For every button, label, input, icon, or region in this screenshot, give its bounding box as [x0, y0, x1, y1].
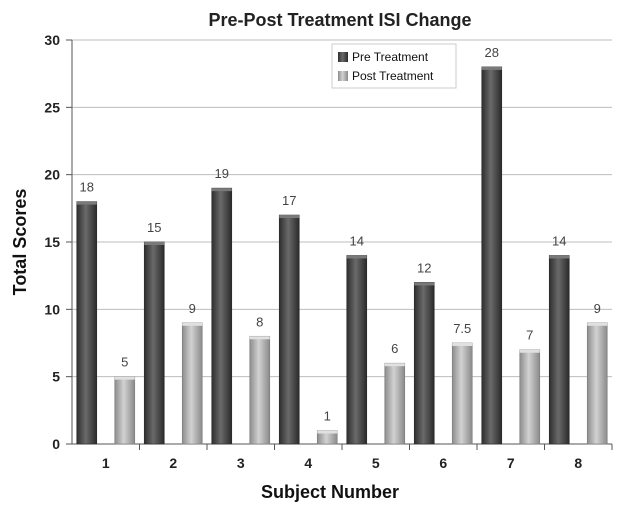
bar-cap	[144, 242, 165, 245]
bar-cap	[587, 322, 608, 326]
bar-post-treatment	[451, 342, 473, 445]
y-axis-ticks: 0 5 10 15 20 25 30	[44, 32, 60, 452]
data-label: 9	[594, 301, 601, 316]
bar-pre-treatment	[481, 66, 503, 445]
x-tick-label: 2	[169, 455, 177, 471]
bar-pre-treatment	[278, 214, 300, 445]
data-label: 19	[215, 166, 229, 181]
bars	[76, 66, 608, 445]
y-tick-label: 5	[52, 369, 60, 385]
data-label: 14	[552, 233, 566, 248]
bar-post-treatment	[249, 335, 271, 445]
bar-pre-treatment	[413, 282, 435, 445]
y-tick-label: 30	[44, 32, 60, 48]
x-axis-ticks: 1 2 3 4 5 6 7 8	[102, 444, 613, 471]
bar-pre-treatment	[548, 255, 570, 445]
data-label: 18	[80, 180, 94, 195]
chart-title: Pre-Post Treatment ISI Change	[208, 10, 471, 30]
y-tick-label: 0	[52, 436, 60, 452]
bar-cap	[211, 188, 232, 192]
data-label: 6	[391, 341, 398, 356]
bar-cap	[249, 336, 270, 340]
bar-cap	[414, 282, 435, 286]
bar-pre-treatment	[76, 201, 98, 445]
x-tick-label: 5	[372, 455, 380, 471]
data-label: 7	[526, 328, 533, 343]
bar-cap	[452, 343, 473, 346]
bar-post-treatment	[586, 322, 608, 445]
legend-swatch-post	[338, 71, 348, 81]
bar-cap	[481, 66, 502, 70]
bar-cap	[182, 322, 203, 326]
bar-pre-treatment	[211, 187, 233, 445]
bar-post-treatment	[519, 349, 541, 445]
bar-post-treatment	[181, 322, 203, 445]
bar-post-treatment	[384, 362, 406, 445]
y-tick-label: 10	[44, 301, 60, 317]
data-label: 28	[485, 45, 499, 60]
data-label: 8	[256, 314, 263, 329]
bar-cap	[346, 255, 367, 259]
data-label: 17	[282, 193, 296, 208]
y-tick-label: 20	[44, 167, 60, 183]
y-axis-label: Total Scores	[10, 189, 30, 296]
x-tick-label: 3	[237, 455, 245, 471]
bar-cap	[114, 376, 135, 380]
legend-swatch-pre	[338, 52, 348, 62]
legend-label-pre: Pre Treatment	[352, 50, 429, 64]
data-label: 15	[147, 220, 161, 235]
legend-label-post: Post Treatment	[352, 69, 434, 83]
data-label: 5	[121, 355, 128, 370]
data-label: 9	[189, 301, 196, 316]
bar-cap	[549, 255, 570, 259]
data-label: 1	[324, 409, 331, 424]
x-tick-label: 1	[102, 455, 110, 471]
legend: Pre Treatment Post Treatment	[331, 43, 457, 89]
data-label: 14	[350, 233, 364, 248]
y-tick-label: 15	[44, 234, 60, 250]
bar-post-treatment	[114, 376, 136, 445]
x-tick-label: 7	[507, 455, 515, 471]
bar-cap	[279, 215, 300, 219]
bar-cap	[384, 363, 405, 367]
x-tick-label: 6	[439, 455, 447, 471]
x-tick-label: 8	[574, 455, 582, 471]
x-tick-label: 4	[304, 455, 312, 471]
legend-box	[331, 43, 457, 89]
bar-cap	[317, 430, 338, 434]
x-axis-label: Subject Number	[261, 482, 399, 502]
bar-cap	[76, 201, 97, 205]
data-label: 7.5	[453, 321, 471, 336]
data-label: 12	[417, 260, 431, 275]
data-labels: 18 5 15 9 19 8 17 1 14 6 12 7.5 28 7 14 9	[80, 45, 601, 424]
bar-pre-treatment	[143, 241, 165, 445]
bar-pre-treatment	[346, 255, 368, 445]
bar-cap	[519, 349, 540, 353]
y-tick-label: 25	[44, 99, 60, 115]
